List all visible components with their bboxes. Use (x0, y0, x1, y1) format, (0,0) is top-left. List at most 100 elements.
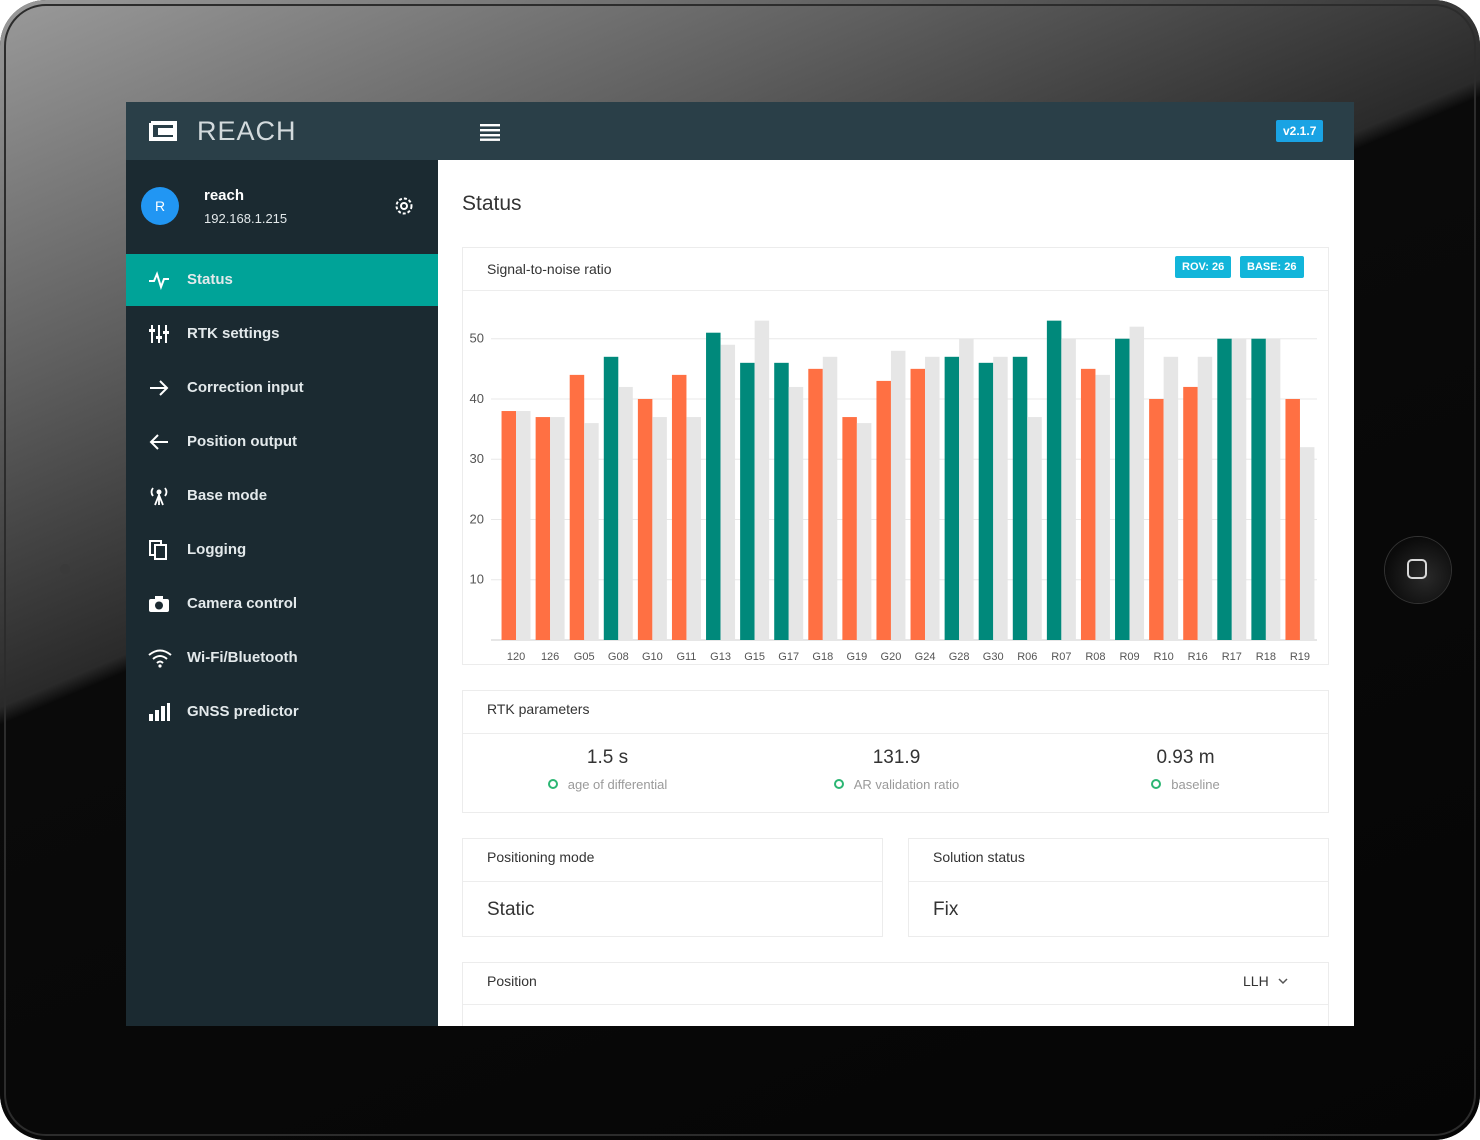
panel-title: Positioning mode (487, 849, 595, 865)
rtk-label: baseline (1171, 777, 1220, 792)
home-icon (1407, 559, 1427, 579)
x-tick-label: G17 (778, 651, 799, 663)
status-dot (547, 779, 558, 789)
x-tick-label: G11 (676, 651, 696, 663)
x-tick-label: R17 (1222, 651, 1242, 663)
nav-item[interactable]: Wi-Fi/Bluetooth (126, 632, 438, 684)
solution-status-value: Fix (933, 899, 959, 920)
page-title: Status (462, 192, 522, 215)
positioning-mode-panel: Positioning mode Static (462, 838, 883, 937)
divider (463, 1004, 1328, 1005)
bar (1046, 320, 1062, 640)
rtk-panel: RTK parameters 1.5 s age of differential … (462, 690, 1329, 813)
sidebar: R reach 192.168.1.215 Status RTK setting… (126, 160, 438, 1026)
bar (618, 386, 633, 640)
nav-icon (149, 271, 169, 290)
bar (1251, 338, 1266, 640)
logo-icon (149, 121, 177, 141)
x-tick-label: G24 (915, 651, 936, 663)
x-tick-label: 120 (507, 651, 525, 663)
nav-label: Correction input (187, 379, 304, 396)
x-tick-label: G05 (574, 651, 595, 663)
bar (876, 380, 891, 640)
bar (1285, 398, 1300, 640)
avatar: R (141, 187, 179, 225)
settings-button[interactable] (392, 194, 416, 218)
nav-item[interactable]: RTK settings (126, 308, 438, 360)
top-bar: REACH v2.1.7 (126, 102, 1354, 160)
nav-icon (149, 540, 167, 560)
status-dot (833, 779, 844, 789)
nav-item[interactable]: Position output (126, 416, 438, 468)
version-badge: v2.1.7 (1276, 120, 1324, 142)
menu-button[interactable] (479, 123, 501, 141)
bar (1299, 447, 1315, 640)
screen: REACH v2.1.7 R reach 192.168.1.215 Statu… (126, 102, 1354, 1026)
bar (856, 423, 872, 640)
rtk-item: 0.93 m baseline (1041, 747, 1330, 792)
x-tick-label: R08 (1085, 651, 1105, 663)
snr-chart: 10 20 30 40 50 120 126 G05 G08 G10 G11 G13 G15 G17 G18… (470, 320, 1317, 663)
bar (1129, 326, 1145, 640)
bar (516, 411, 531, 640)
x-tick-label: G15 (744, 651, 765, 663)
bar (535, 417, 551, 640)
bar (842, 417, 857, 640)
x-tick-label: R19 (1290, 651, 1310, 663)
rtk-value: 131.9 (872, 747, 921, 768)
bar (788, 386, 804, 640)
panel-title: Solution status (933, 849, 1025, 865)
x-tick-label: R10 (1154, 651, 1174, 663)
bar (993, 356, 1008, 640)
nav-item[interactable]: Logging (126, 524, 438, 576)
nav-item[interactable]: Camera control (126, 578, 438, 630)
bar (1080, 368, 1096, 640)
panel-title: Signal-to-noise ratio (487, 261, 612, 277)
nav-item[interactable]: Base mode (126, 470, 438, 522)
bar (652, 417, 667, 640)
solution-status-panel: Solution status Fix (908, 838, 1329, 937)
bar (1265, 338, 1281, 640)
nav-label: Logging (187, 541, 247, 558)
nav-item[interactable]: Status (126, 254, 438, 306)
y-tick-label: 10 (470, 572, 484, 587)
x-tick-label: R07 (1051, 651, 1071, 663)
x-tick-label: G28 (949, 651, 970, 663)
home-button[interactable] (1385, 537, 1451, 603)
y-tick-label: 20 (470, 511, 484, 526)
bar (890, 350, 906, 640)
user-ip: 192.168.1.215 (204, 211, 288, 226)
format-select[interactable]: LLH (1243, 973, 1289, 989)
bar (740, 362, 755, 640)
bar (1163, 356, 1179, 640)
divider (463, 881, 882, 882)
rtk-label-row: AR validation ratio (752, 777, 1041, 792)
bar (1197, 356, 1213, 640)
bar (808, 368, 823, 640)
status-dot (1151, 779, 1162, 789)
nav-item[interactable]: GNSS predictor (126, 686, 438, 738)
bar (1115, 338, 1130, 640)
bar (774, 362, 789, 640)
x-tick-label: R16 (1188, 651, 1208, 663)
nav-item[interactable]: Correction input (126, 362, 438, 414)
rtk-item: 1.5 s age of differential (463, 747, 752, 792)
bar (910, 368, 926, 640)
nav-label: GNSS predictor (187, 703, 299, 720)
x-tick-label: R09 (1119, 651, 1139, 663)
x-tick-label: 126 (541, 651, 559, 663)
bar (1183, 386, 1198, 640)
nav-icon (149, 434, 168, 450)
bar (944, 356, 960, 640)
rover-count-badge: ROV: 26 (1175, 256, 1232, 278)
bar (550, 417, 565, 640)
logo-text: REACH (197, 116, 297, 146)
nav-label: Position output (187, 433, 297, 450)
bar (501, 411, 517, 640)
nav-label: Wi-Fi/Bluetooth (187, 649, 298, 666)
nav-icon (149, 703, 170, 721)
x-tick-label: R06 (1017, 651, 1037, 663)
chevron (1278, 978, 1288, 985)
